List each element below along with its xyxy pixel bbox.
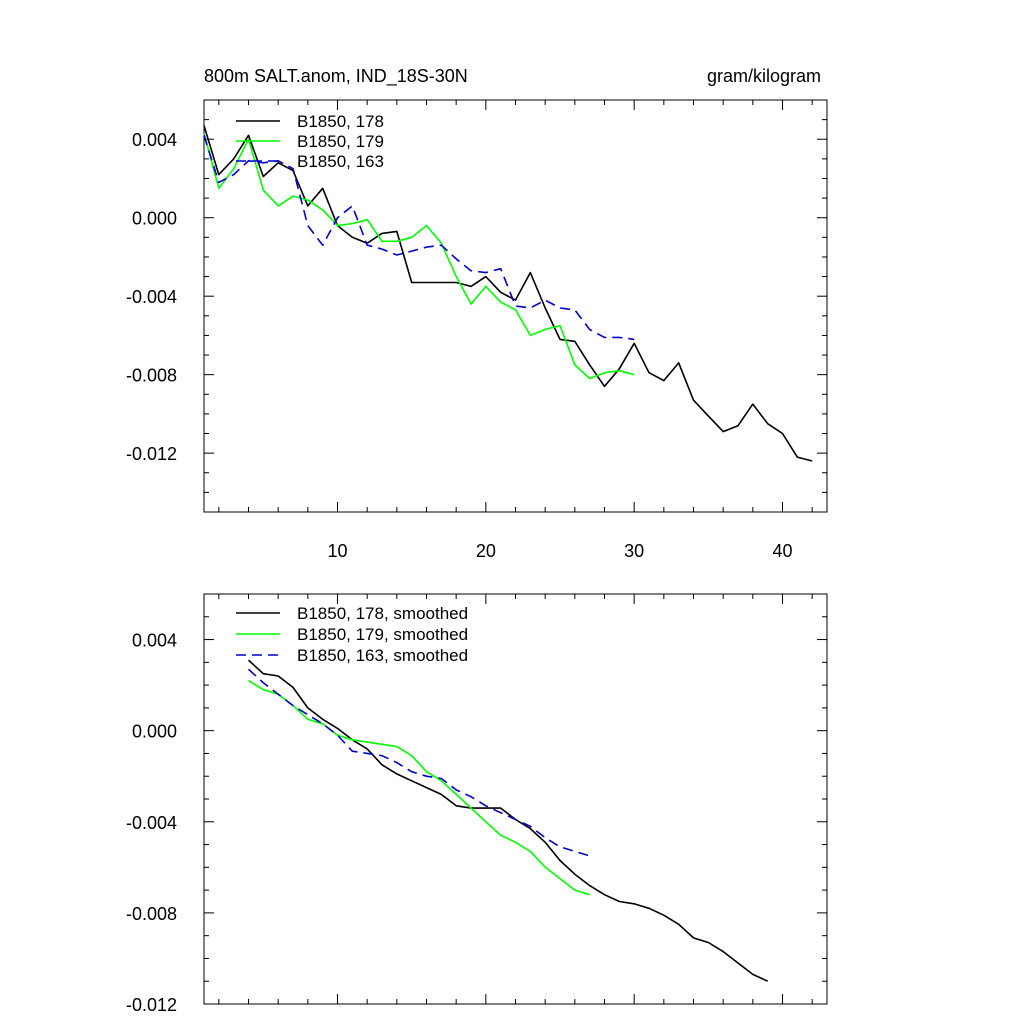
top-panel: 0.004 0.000 -0.004 -0.008 -0.012 10 20 30 40 800m… (126, 66, 828, 561)
y-tick-label: -0.008 (126, 366, 177, 386)
chart-title: 800m SALT.anom, IND_18S-30N (204, 66, 468, 87)
series-line-1 (247, 659, 769, 982)
y-tick-label: 0.004 (132, 130, 177, 150)
x-tick-label: 10 (327, 541, 347, 561)
legend-label-3: B1850, 163, smoothed (297, 646, 468, 665)
series-line-3 (247, 668, 590, 857)
legend-label-1: B1850, 178, smoothed (297, 604, 468, 623)
legend-label-2: B1850, 179, smoothed (297, 625, 468, 644)
series-line-2 (248, 679, 590, 896)
y-tick-label: -0.012 (126, 995, 177, 1015)
legend-label-3: B1850, 163 (297, 152, 384, 171)
series-line-1 (203, 125, 813, 462)
x-tick-label: 20 (476, 541, 496, 561)
series-line-3 (203, 135, 635, 341)
legend-label-1: B1850, 178 (297, 112, 384, 131)
y-tick-label: 0.000 (132, 209, 177, 229)
y-tick-label: -0.004 (126, 813, 177, 833)
bottom-panel: 0.004 0.000 -0.004 -0.008 -0.012 B1850, 178, … (126, 593, 828, 1015)
series-line-2 (203, 133, 635, 380)
y-tick-label: 0.004 (132, 631, 177, 651)
y-tick-label: -0.004 (126, 287, 177, 307)
y-tick-label: 0.000 (132, 722, 177, 742)
legend-label-2: B1850, 179 (297, 132, 384, 151)
y-tick-label: -0.012 (126, 444, 177, 464)
x-tick-label: 40 (772, 541, 792, 561)
x-tick-label: 30 (624, 541, 644, 561)
y-tick-label: -0.008 (126, 904, 177, 924)
units-label: gram/kilogram (707, 66, 821, 86)
